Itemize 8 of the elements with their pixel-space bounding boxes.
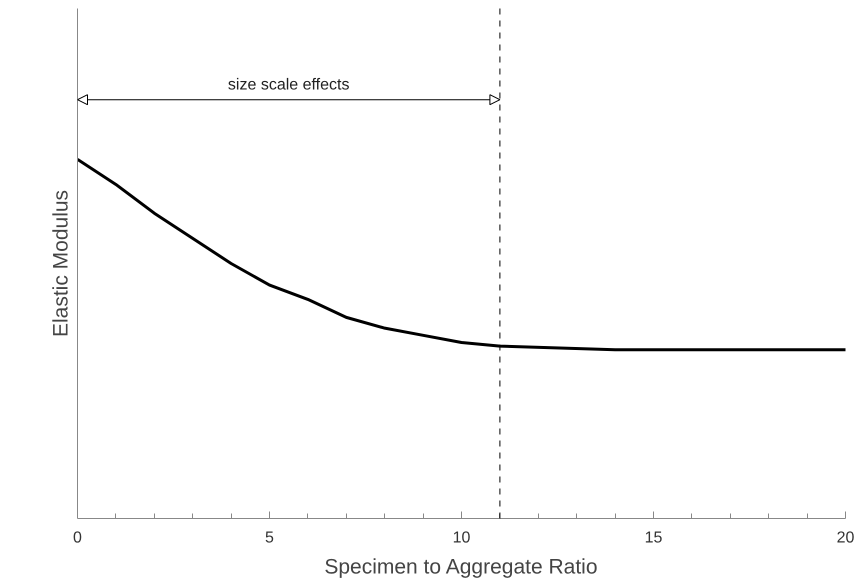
x-axis-title: Specimen to Aggregate Ratio	[324, 556, 598, 578]
x-tick-label: 20	[836, 530, 854, 546]
y-axis-title: Elastic Modulus	[50, 190, 72, 338]
x-tick-label: 15	[644, 530, 662, 546]
x-tick-label: 5	[265, 530, 274, 546]
x-tick-label: 0	[73, 530, 82, 546]
text: size scale effects	[228, 76, 350, 94]
x-tick-label: 10	[452, 530, 470, 546]
